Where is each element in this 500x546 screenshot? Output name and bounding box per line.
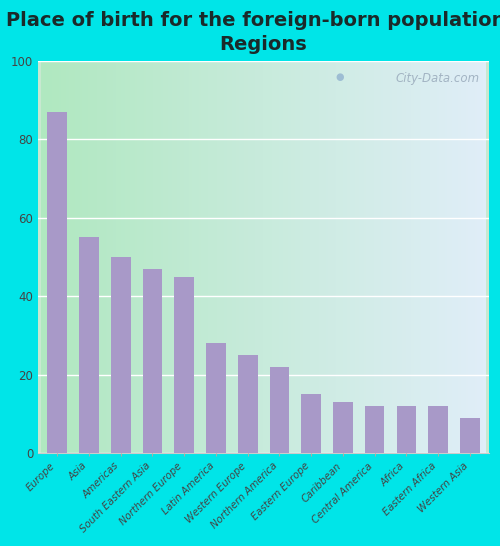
- Text: City-Data.com: City-Data.com: [396, 73, 480, 86]
- Bar: [333, 402, 352, 453]
- Bar: [111, 257, 130, 453]
- Bar: [174, 277, 194, 453]
- Bar: [142, 269, 163, 453]
- Bar: [365, 406, 384, 453]
- Text: ●: ●: [336, 73, 344, 82]
- Bar: [428, 406, 448, 453]
- Bar: [206, 343, 226, 453]
- Bar: [460, 418, 479, 453]
- Bar: [79, 238, 99, 453]
- Bar: [270, 367, 289, 453]
- Bar: [302, 394, 321, 453]
- Title: Place of birth for the foreign-born population -
Regions: Place of birth for the foreign-born popu…: [6, 11, 500, 54]
- Bar: [396, 406, 416, 453]
- Bar: [48, 112, 67, 453]
- Bar: [238, 355, 258, 453]
